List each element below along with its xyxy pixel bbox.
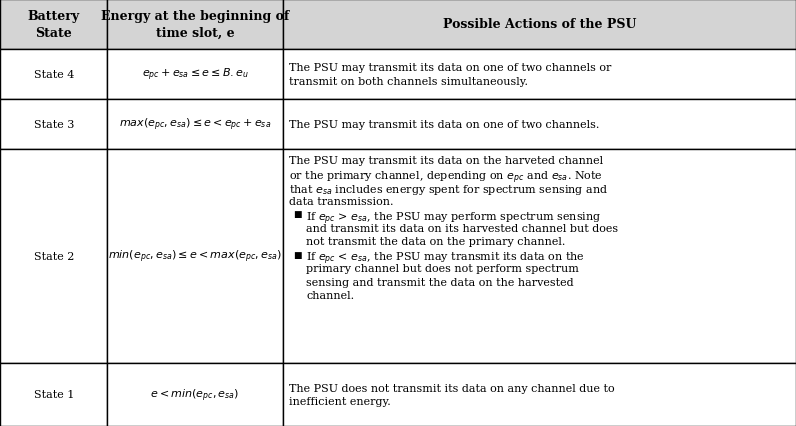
Text: The PSU may transmit its data on one of two channels or
transmit on both channel: The PSU may transmit its data on one of … <box>289 63 611 86</box>
Text: sensing and transmit the data on the harvested: sensing and transmit the data on the har… <box>306 277 574 287</box>
Text: If $e_{pc}$ > $e_{sa}$, the PSU may perform spectrum sensing: If $e_{pc}$ > $e_{sa}$, the PSU may perf… <box>306 210 602 226</box>
Bar <box>283 100 796 150</box>
Text: ■: ■ <box>293 210 302 219</box>
Text: that $e_{sa}$ includes energy spent for spectrum sensing and: that $e_{sa}$ includes energy spent for … <box>289 183 608 197</box>
Text: The PSU does not transmit its data on any channel due to
inefficient energy.: The PSU does not transmit its data on an… <box>289 383 615 406</box>
Text: If $e_{pc}$ < $e_{sa}$, the PSU may transmit its data on the: If $e_{pc}$ < $e_{sa}$, the PSU may tran… <box>306 250 585 267</box>
Text: $e<min(e_{pc},e_{sa})$: $e<min(e_{pc},e_{sa})$ <box>150 386 240 403</box>
Bar <box>283 150 796 363</box>
Text: State 1: State 1 <box>33 389 74 400</box>
Text: or the primary channel, depending on $e_{pc}$ and $e_{sa}$. Note: or the primary channel, depending on $e_… <box>289 170 603 186</box>
Text: Possible Actions of the PSU: Possible Actions of the PSU <box>443 18 636 32</box>
Text: $max(e_{pc},e_{sa})\leq e<e_{pc}+e_{sa}$: $max(e_{pc},e_{sa})\leq e<e_{pc}+e_{sa}$ <box>119 116 271 133</box>
Bar <box>283 0 796 50</box>
Text: channel.: channel. <box>306 291 354 301</box>
Text: State 3: State 3 <box>33 120 74 130</box>
Text: ■: ■ <box>293 250 302 259</box>
Bar <box>0 363 107 426</box>
Bar <box>0 150 107 363</box>
Text: The PSU may transmit its data on the harveted channel: The PSU may transmit its data on the har… <box>289 156 603 166</box>
Text: $e_{pc}+e_{sa}\leq e\leq B.e_{u}$: $e_{pc}+e_{sa}\leq e\leq B.e_{u}$ <box>142 66 248 83</box>
Bar <box>107 363 283 426</box>
Text: data transmission.: data transmission. <box>289 196 393 206</box>
Bar <box>283 363 796 426</box>
Text: and transmit its data on its harvested channel but does: and transmit its data on its harvested c… <box>306 223 618 233</box>
Bar <box>107 150 283 363</box>
Text: Battery
State: Battery State <box>28 10 80 40</box>
Text: $min(e_{pc},e_{sa})\leq e<max(e_{pc},e_{sa})$: $min(e_{pc},e_{sa})\leq e<max(e_{pc},e_{… <box>108 248 282 265</box>
Text: Energy at the beginning of
time slot, e: Energy at the beginning of time slot, e <box>101 10 289 40</box>
Text: not transmit the data on the primary channel.: not transmit the data on the primary cha… <box>306 237 566 247</box>
Bar <box>107 50 283 100</box>
Text: primary channel but does not perform spectrum: primary channel but does not perform spe… <box>306 264 579 273</box>
Text: State 4: State 4 <box>33 70 74 80</box>
Bar <box>107 0 283 50</box>
Bar <box>0 0 107 50</box>
Bar <box>107 100 283 150</box>
Text: State 2: State 2 <box>33 251 74 261</box>
Bar <box>0 50 107 100</box>
Bar <box>0 100 107 150</box>
Bar <box>283 50 796 100</box>
Text: The PSU may transmit its data on one of two channels.: The PSU may transmit its data on one of … <box>289 120 599 130</box>
